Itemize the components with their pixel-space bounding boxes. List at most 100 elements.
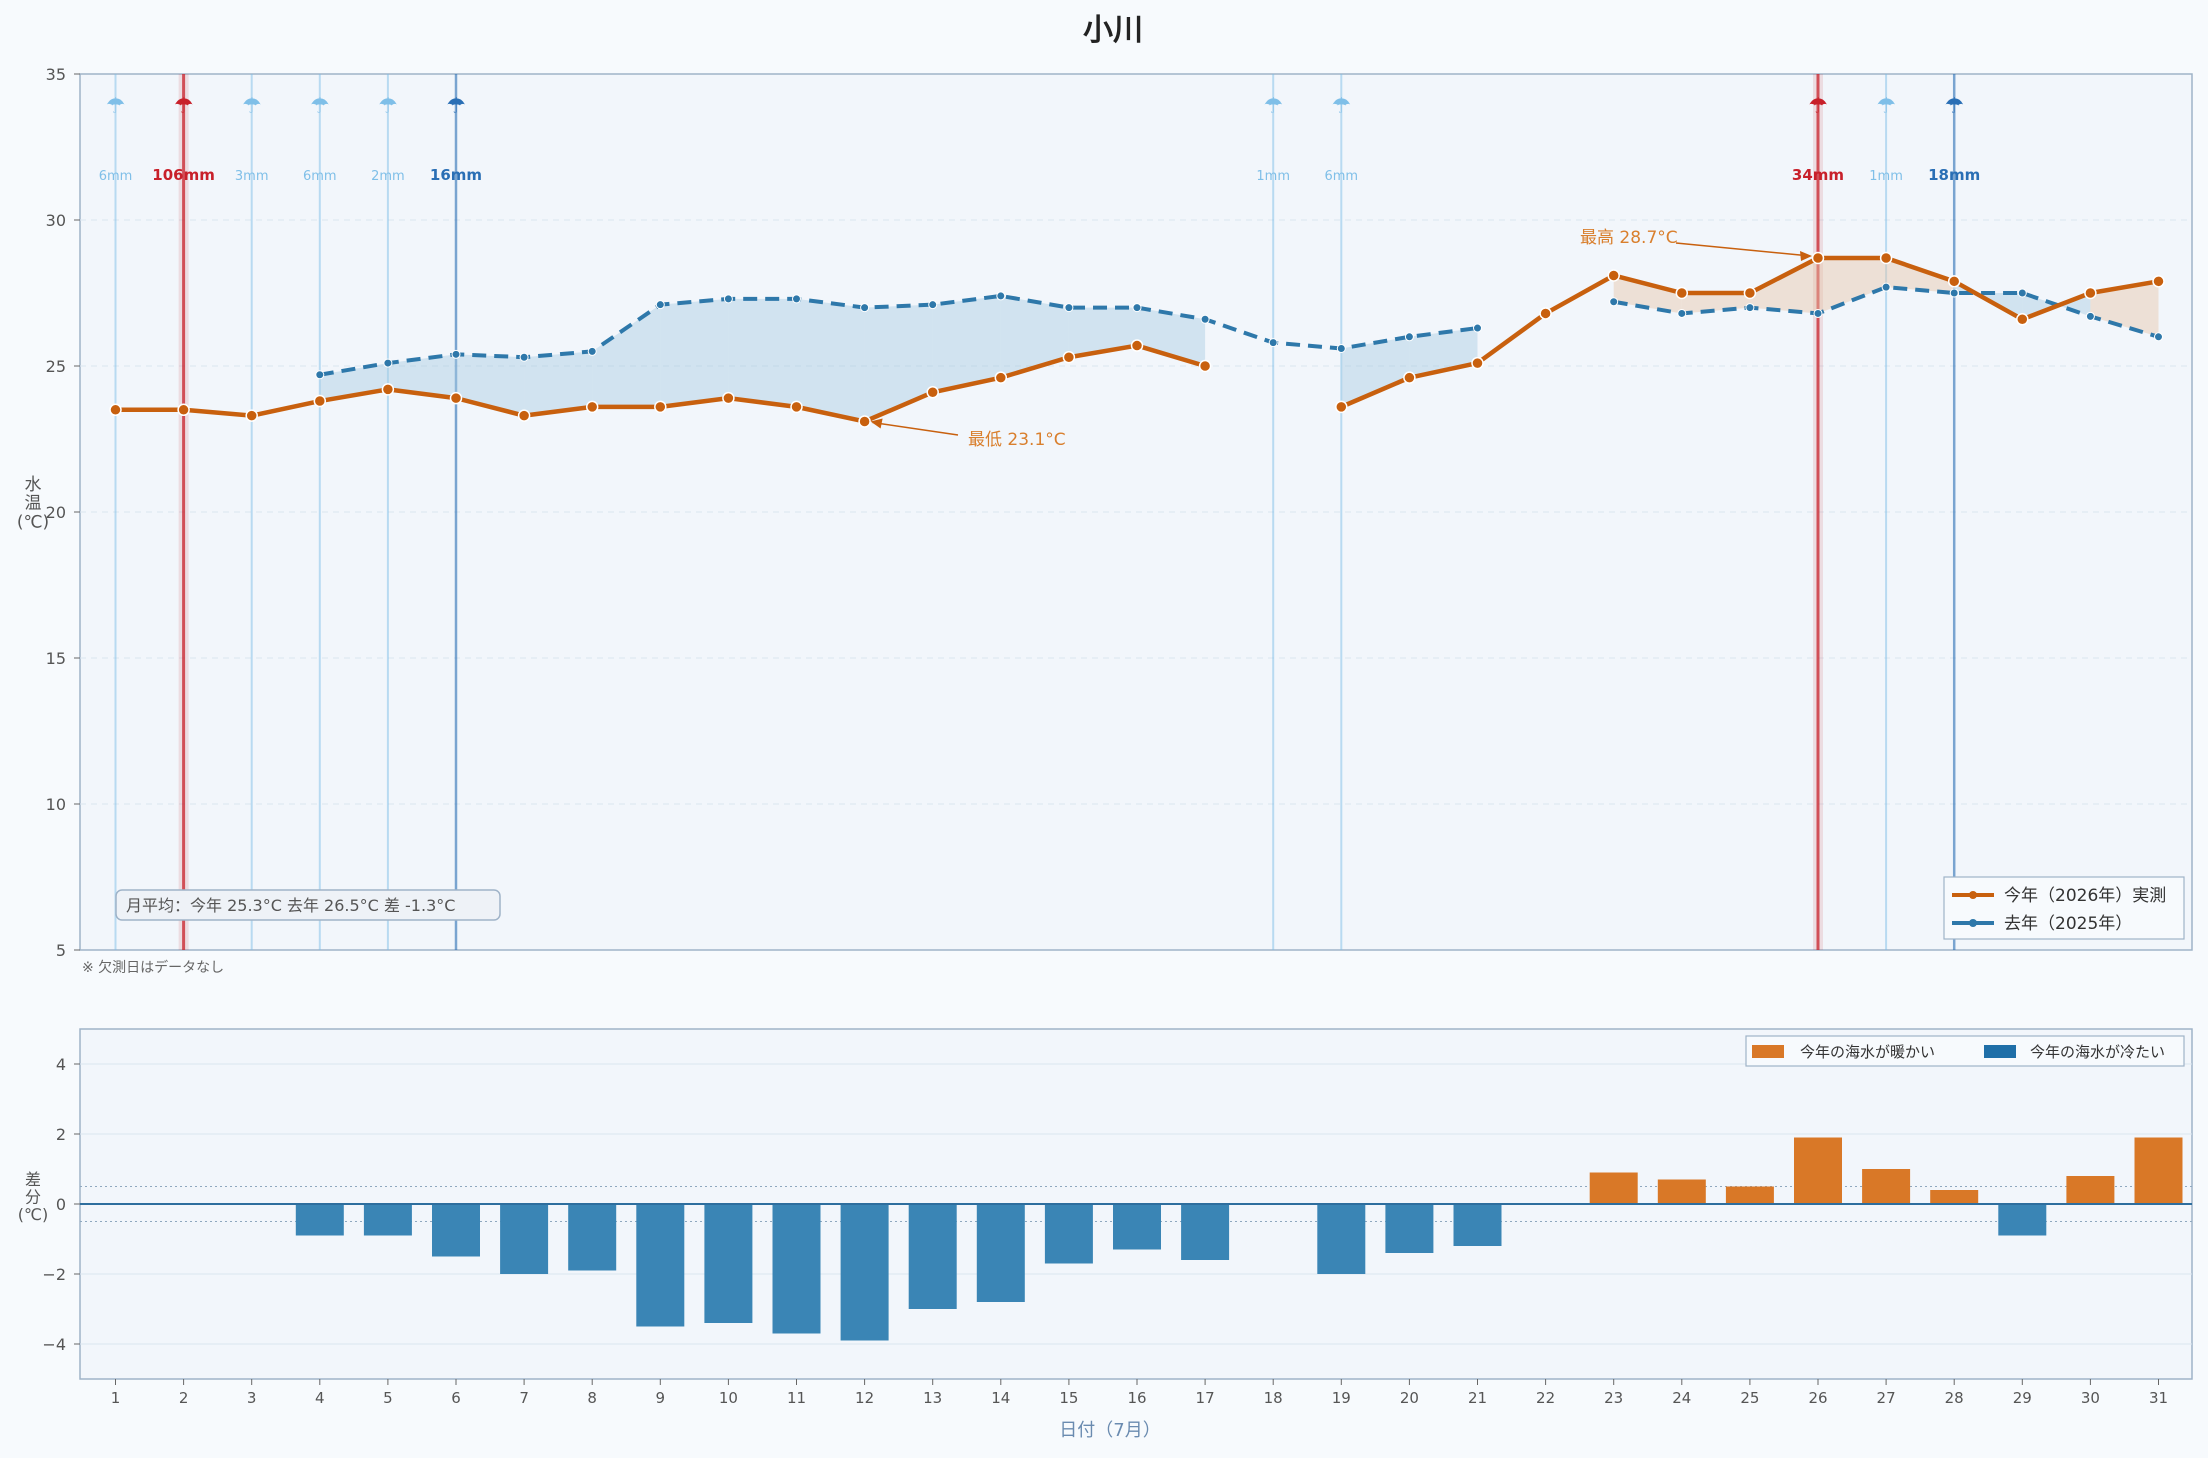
difference-fill [660, 298, 729, 407]
x-tick-label: 20 [1400, 1389, 1419, 1407]
max-annotation: 最高 28.7°C [1580, 228, 1678, 248]
this-year-point [585, 400, 599, 414]
difference-bar [1113, 1204, 1161, 1250]
this-year-point [2152, 275, 2165, 288]
difference-bar [1589, 1172, 1638, 1204]
legend-label-warmer: 今年の海水が暖かい [1800, 1043, 1935, 1061]
last-year-point [519, 352, 529, 362]
x-tick-label: 27 [1877, 1389, 1896, 1407]
this-year-point [1879, 251, 1893, 265]
x-tick-label: 28 [1945, 1389, 1964, 1407]
x-tick-label: 25 [1740, 1389, 1759, 1407]
y-tick-label: 2 [56, 1125, 66, 1144]
last-year-point [1064, 303, 1074, 313]
umbrella-icon: ☂ [242, 94, 262, 119]
x-tick-label: 23 [1604, 1389, 1623, 1407]
difference-bar [500, 1204, 549, 1274]
monthly-average-box: 月平均：今年 25.3°C 去年 26.5°C 差 -1.3°C [115, 889, 501, 921]
difference-fill [932, 295, 1001, 393]
difference-bar [1657, 1179, 1706, 1204]
this-year-point [109, 403, 122, 417]
y-tick-label: 10 [46, 795, 66, 814]
last-year-point [928, 300, 938, 310]
rain-amount-label: 6mm [303, 169, 337, 184]
difference-bar [772, 1204, 821, 1334]
last-year-point [996, 291, 1006, 301]
difference-bar [1998, 1204, 2047, 1236]
last-year-point [2017, 288, 2027, 298]
difference-bar [1181, 1204, 1230, 1260]
last-year-point [2154, 332, 2163, 342]
x-tick-label: 17 [1196, 1389, 1215, 1407]
last-year-point [1336, 343, 1346, 353]
x-tick-label: 6 [451, 1389, 461, 1407]
x-tick-label: 13 [923, 1389, 942, 1407]
y-axis-label-temperature: 水温(℃) [17, 475, 49, 532]
this-year-point [790, 400, 803, 414]
umbrella-icon: ☂ [1876, 94, 1896, 119]
difference-bar [1794, 1137, 1842, 1204]
difference-fill [1818, 257, 1887, 314]
last-year-point [1473, 323, 1482, 333]
x-tick-label: 8 [587, 1389, 597, 1407]
difference-bar [976, 1204, 1025, 1302]
difference-bar [1725, 1186, 1774, 1204]
umbrella-icon: ☂ [174, 94, 194, 119]
rain-amount-label: 18mm [1928, 166, 1980, 184]
x-tick-label: 1 [111, 1389, 121, 1407]
this-year-point [722, 391, 735, 405]
x-tick-label: 15 [1059, 1389, 1078, 1407]
this-year-point [1947, 275, 1961, 288]
last-year-point [2085, 311, 2095, 321]
x-tick-label: 21 [1468, 1389, 1487, 1407]
difference-bar [432, 1204, 480, 1257]
rain-amount-label: 6mm [1324, 169, 1358, 184]
x-axis-title: 日付（7月） [1059, 1420, 1160, 1441]
last-year-point [1132, 303, 1142, 313]
bottom-legend: 今年の海水が暖かい 今年の海水が冷たい [1745, 1035, 2185, 1067]
difference-bar [1930, 1190, 1979, 1204]
this-year-point [994, 371, 1008, 384]
last-year-point [1881, 282, 1891, 292]
x-tick-label: 31 [2149, 1389, 2168, 1407]
this-year-point [313, 394, 327, 408]
difference-fill [1886, 257, 1955, 293]
last-year-point [1813, 308, 1823, 318]
x-tick-label: 11 [787, 1389, 806, 1407]
y-tick-label: 30 [46, 211, 66, 230]
x-tick-label: 9 [656, 1389, 666, 1407]
y-tick-label: 0 [56, 1195, 66, 1214]
x-tick-label: 19 [1332, 1389, 1351, 1407]
rain-amount-label: 2mm [371, 169, 405, 184]
difference-fill [1749, 257, 1818, 314]
last-year-point [1949, 288, 1959, 298]
legend-label-last-year: 去年（2025年） [2004, 914, 2132, 934]
annotation-arrowhead [1800, 250, 1812, 261]
rain-amount-label: 16mm [430, 166, 482, 184]
last-year-point [1609, 297, 1619, 307]
y-tick-label: 15 [46, 649, 66, 668]
x-tick-label: 24 [1672, 1389, 1691, 1407]
difference-bar [636, 1204, 685, 1327]
x-tick-label: 12 [855, 1389, 874, 1407]
umbrella-icon: ☂ [1808, 94, 1828, 119]
annotation-arrowhead [870, 418, 883, 429]
this-year-point [1675, 286, 1689, 300]
this-year-point [449, 391, 463, 405]
x-tick-label: 10 [719, 1389, 738, 1407]
difference-fill [592, 304, 661, 407]
this-year-point [1607, 269, 1620, 282]
umbrella-icon: ☂ [1944, 94, 1964, 119]
this-year-point [1062, 350, 1076, 364]
annotation-arrow [1675, 242, 1811, 257]
difference-bar [363, 1204, 412, 1236]
this-year-point [1198, 359, 1212, 373]
legend-label-colder: 今年の海水が冷たい [2030, 1043, 2165, 1061]
x-tick-label: 14 [991, 1389, 1010, 1407]
x-tick-label: 26 [1808, 1389, 1827, 1407]
legend-label-this-year: 今年（2026年）実測 [2004, 886, 2166, 906]
this-year-point [245, 409, 258, 422]
x-tick-label: 5 [383, 1389, 393, 1407]
monthly-average-text: 月平均：今年 25.3°C 去年 26.5°C 差 -1.3°C [126, 896, 455, 915]
